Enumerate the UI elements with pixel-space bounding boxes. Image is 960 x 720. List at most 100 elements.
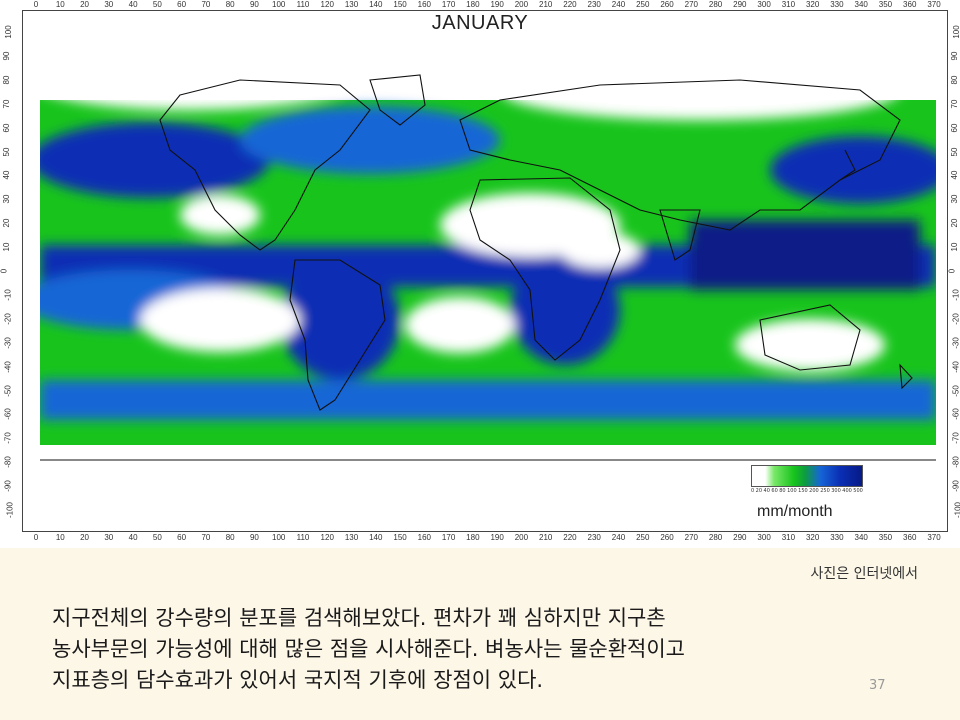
- y-tick-label: -30: [3, 336, 13, 349]
- legend-tick-label: 60: [771, 488, 778, 494]
- x-tick-label: 300: [757, 0, 771, 9]
- y-tick-label: 40: [949, 170, 959, 180]
- legend-tick-label: 150: [798, 488, 808, 494]
- y-tick-label: 60: [1, 123, 11, 133]
- africa-outline: [469, 177, 621, 361]
- x-tick-label: 330: [830, 0, 844, 9]
- southern-ocean-band: [40, 380, 936, 420]
- x-tick-label: 250: [636, 533, 650, 542]
- x-tick-label: 0: [33, 0, 39, 9]
- y-tick-label: 20: [1, 218, 11, 228]
- x-tick-label: 230: [587, 533, 601, 542]
- legend-unit-label: mm/month: [757, 503, 833, 520]
- amazon-wet: [280, 260, 400, 380]
- body-line-1: 지구전체의 강수량의 분포를 검색해보았다. 편차가 꽤 심하지만 지구촌: [52, 606, 666, 630]
- body-line-3: 지표층의 담수효과가 있어서 국지적 기후에 장점이 있다.: [52, 668, 544, 692]
- legend-tick-label: 40: [763, 488, 770, 494]
- y-tick-label: -90: [3, 480, 13, 492]
- x-tick-label: 40: [128, 0, 138, 9]
- y-tick-label: -20: [951, 313, 960, 325]
- y-tick-label: -40: [3, 360, 13, 373]
- arabia-dry: [560, 232, 640, 268]
- x-tick-label: 110: [296, 0, 310, 9]
- x-tick-label: 270: [684, 0, 698, 9]
- x-tick-label: 20: [80, 533, 89, 542]
- maritime-continent-max: [690, 220, 920, 290]
- x-tick-label: 370: [927, 0, 941, 9]
- y-axis-ticks-right: 100 90 80 70 60 50 40 30 20 10 0 -10 -20 -30 -40 -50 -60…: [947, 10, 960, 532]
- x-tick-label: 210: [538, 533, 553, 542]
- y-tick-label: -60: [3, 408, 13, 421]
- x-tick-label: 310: [781, 533, 796, 542]
- body-line-2: 농사부문의 가능성에 대해 많은 점을 시사해준다. 벼농사는 물순환적이고: [52, 637, 685, 661]
- x-tick-label: 10: [55, 0, 65, 9]
- map-title: JANUARY: [431, 12, 529, 34]
- japan-outline: [839, 149, 856, 181]
- x-axis-ticks-top: 0 10 20 30 40 50 60 70 80 90 100 110 120 130 140 150 160…: [22, 0, 948, 12]
- eurasia-outline: [459, 79, 901, 231]
- x-tick-label: 320: [805, 533, 820, 542]
- x-tick-label: 170: [441, 533, 456, 542]
- x-tick-label: 30: [104, 0, 114, 9]
- x-tick-label: 120: [320, 0, 334, 9]
- x-tick-label: 140: [369, 0, 383, 9]
- x-tick-label: 350: [878, 533, 893, 542]
- x-tick-label: 160: [417, 0, 431, 9]
- north-america-outline: [159, 79, 371, 251]
- y-tick-label: -60: [951, 408, 960, 421]
- y-tick-label: -50: [3, 384, 13, 397]
- y-tick-label: 40: [1, 170, 11, 180]
- y-tick-label: -10: [951, 289, 960, 301]
- australia-outline: [759, 304, 861, 371]
- greenland-outline: [369, 74, 426, 126]
- x-tick-label: 230: [587, 0, 601, 9]
- y-tick-label: 70: [1, 99, 11, 109]
- y-tick-label: 60: [949, 123, 959, 133]
- precipitation-legend-colorbar: [751, 465, 863, 487]
- legend-tick-label: 100: [787, 488, 797, 494]
- legend-tick-label: 80: [779, 488, 786, 494]
- image-credit: 사진은 인터넷에서: [810, 566, 919, 582]
- y-tick-label: 0: [947, 268, 957, 274]
- legend-tick-label: 250: [820, 488, 830, 494]
- x-tick-label: 130: [344, 0, 359, 9]
- y-tick-label: 10: [949, 242, 959, 252]
- y-tick-label: -10: [3, 289, 13, 301]
- x-tick-label: 70: [201, 533, 211, 542]
- australia-dry: [735, 319, 885, 371]
- y-tick-label: -40: [951, 360, 960, 373]
- x-tick-label: 280: [708, 0, 723, 9]
- x-tick-label: 370: [927, 533, 941, 542]
- x-tick-label: 50: [152, 533, 162, 542]
- x-tick-label: 60: [177, 0, 187, 9]
- y-tick-label: 90: [1, 51, 11, 61]
- x-tick-label: 130: [344, 533, 359, 542]
- x-tick-label: 70: [201, 0, 211, 9]
- new-zealand-outline: [899, 363, 913, 390]
- x-tick-label: 100: [272, 533, 286, 542]
- legend-tick-label: 300: [831, 488, 841, 494]
- precipitation-map: [40, 60, 936, 470]
- y-tick-label: -100: [5, 501, 15, 519]
- x-tick-label: 340: [854, 533, 868, 542]
- x-tick-label: 350: [878, 0, 893, 9]
- x-tick-label: 40: [128, 533, 138, 542]
- x-tick-label: 150: [393, 533, 407, 542]
- northwest-pacific-storm-track: [770, 136, 936, 204]
- x-tick-label: 20: [80, 0, 89, 9]
- x-tick-label: 110: [296, 533, 310, 542]
- legend-tick-label: 400: [842, 488, 852, 494]
- southeast-pacific-dry: [140, 288, 300, 352]
- y-tick-label: -90: [951, 480, 960, 492]
- x-tick-label: 90: [249, 533, 259, 542]
- y-tick-label: -70: [3, 432, 13, 445]
- x-tick-label: 240: [611, 533, 626, 542]
- y-tick-label: -50: [951, 384, 960, 397]
- y-axis-ticks-left: 100 90 80 70 60 50 40 30 20 10 0 -10 -20 -30 -40 -50 -60…: [0, 10, 22, 532]
- north-atlantic-storm-track: [240, 106, 500, 174]
- x-tick-label: 200: [514, 533, 529, 542]
- x-tick-label: 320: [805, 0, 820, 9]
- x-tick-label: 140: [369, 533, 383, 542]
- india-outline: [659, 209, 701, 261]
- x-tick-label: 290: [733, 0, 747, 9]
